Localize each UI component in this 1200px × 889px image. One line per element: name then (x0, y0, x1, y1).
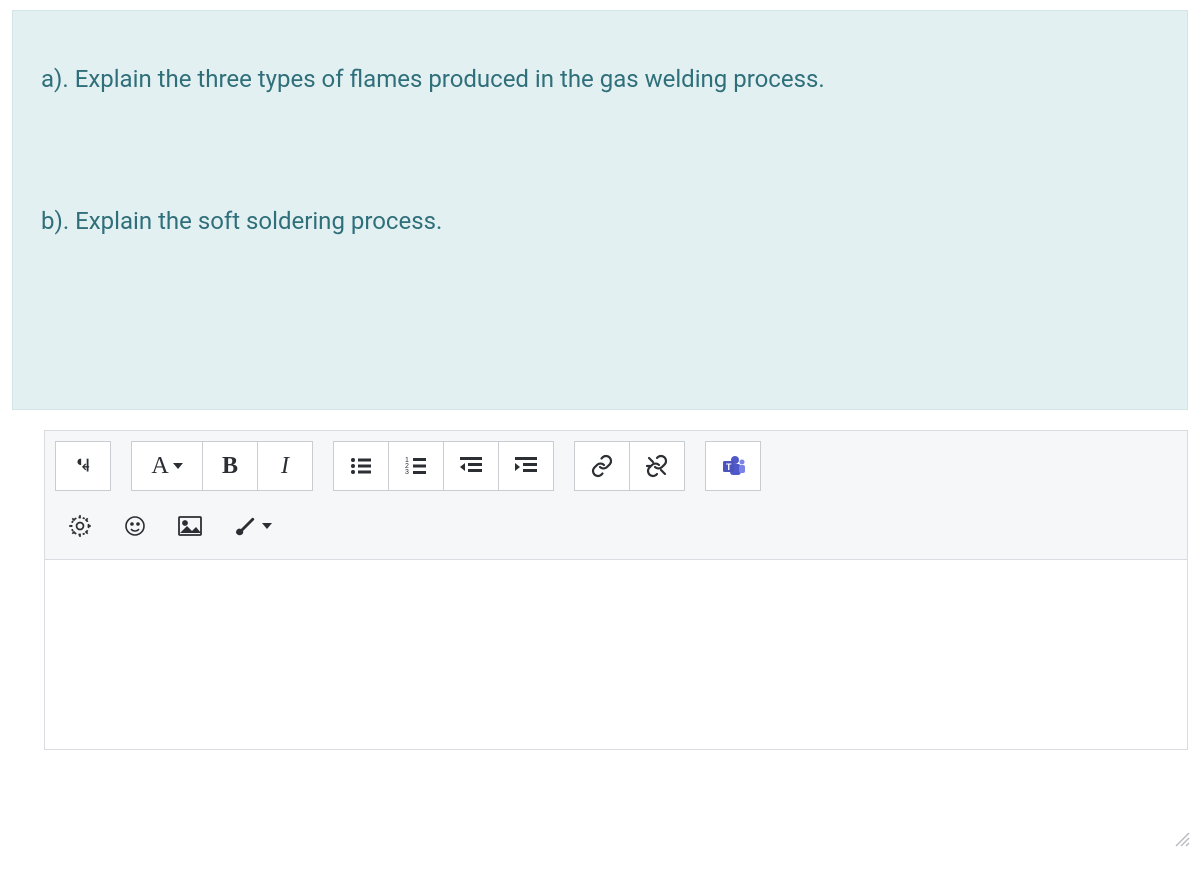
insert-link-button[interactable] (574, 441, 630, 491)
bold-button[interactable]: B (202, 441, 258, 491)
emoji-button[interactable] (110, 501, 160, 551)
unlink-icon (645, 454, 669, 478)
outdent-icon (458, 455, 484, 477)
toolbar-group-link (574, 441, 685, 491)
resize-handle[interactable] (1172, 829, 1190, 847)
editor-toolbar: A B I (44, 430, 1188, 560)
page-root: a). Explain the three types of flames pr… (0, 0, 1200, 889)
toolbar-group-teams: T (705, 441, 761, 491)
brush-icon (232, 515, 272, 537)
teams-icon: T (720, 454, 746, 478)
font-style-menu[interactable]: A (131, 441, 203, 491)
svg-text:3: 3 (405, 469, 409, 476)
paragraph-rtl-icon (72, 455, 94, 477)
bold-b-icon: B (222, 453, 238, 480)
toolbar-group-list: 1 2 3 (333, 441, 554, 491)
bullet-list-icon (349, 455, 373, 477)
draw-menu-button[interactable] (220, 501, 284, 551)
decrease-indent-button[interactable] (443, 441, 499, 491)
remove-link-button[interactable] (629, 441, 685, 491)
paragraph-direction-button[interactable] (55, 441, 111, 491)
teams-button[interactable]: T (705, 441, 761, 491)
insert-image-button[interactable] (165, 501, 215, 551)
numbered-list-button[interactable]: 1 2 3 (388, 441, 444, 491)
numbered-list-icon: 1 2 3 (404, 455, 428, 477)
bullet-list-button[interactable] (333, 441, 389, 491)
image-icon (177, 515, 203, 537)
question-b-text: b). Explain the soft soldering process. (41, 205, 1159, 237)
increase-indent-button[interactable] (498, 441, 554, 491)
toolbar-group-text: A B I (131, 441, 313, 491)
editor-settings-button[interactable] (55, 501, 105, 551)
toolbar-row-2 (55, 501, 1177, 551)
editor-textarea[interactable] (44, 560, 1188, 750)
rich-text-editor: A B I (44, 430, 1188, 865)
toolbar-row-1: A B I (55, 441, 1177, 491)
italic-button[interactable]: I (257, 441, 313, 491)
toolbar-group-direction (55, 441, 111, 491)
smile-icon (123, 514, 147, 538)
italic-i-icon: I (281, 453, 289, 480)
font-a-icon: A (151, 453, 182, 480)
chevron-down-icon (173, 463, 183, 469)
font-a-label: A (151, 453, 168, 480)
svg-text:T: T (726, 462, 732, 472)
gear-icon (67, 513, 93, 539)
indent-icon (513, 455, 539, 477)
question-panel: a). Explain the three types of flames pr… (12, 10, 1188, 410)
chevron-down-icon (262, 523, 272, 529)
link-icon (590, 454, 614, 478)
question-a-text: a). Explain the three types of flames pr… (41, 63, 1159, 95)
